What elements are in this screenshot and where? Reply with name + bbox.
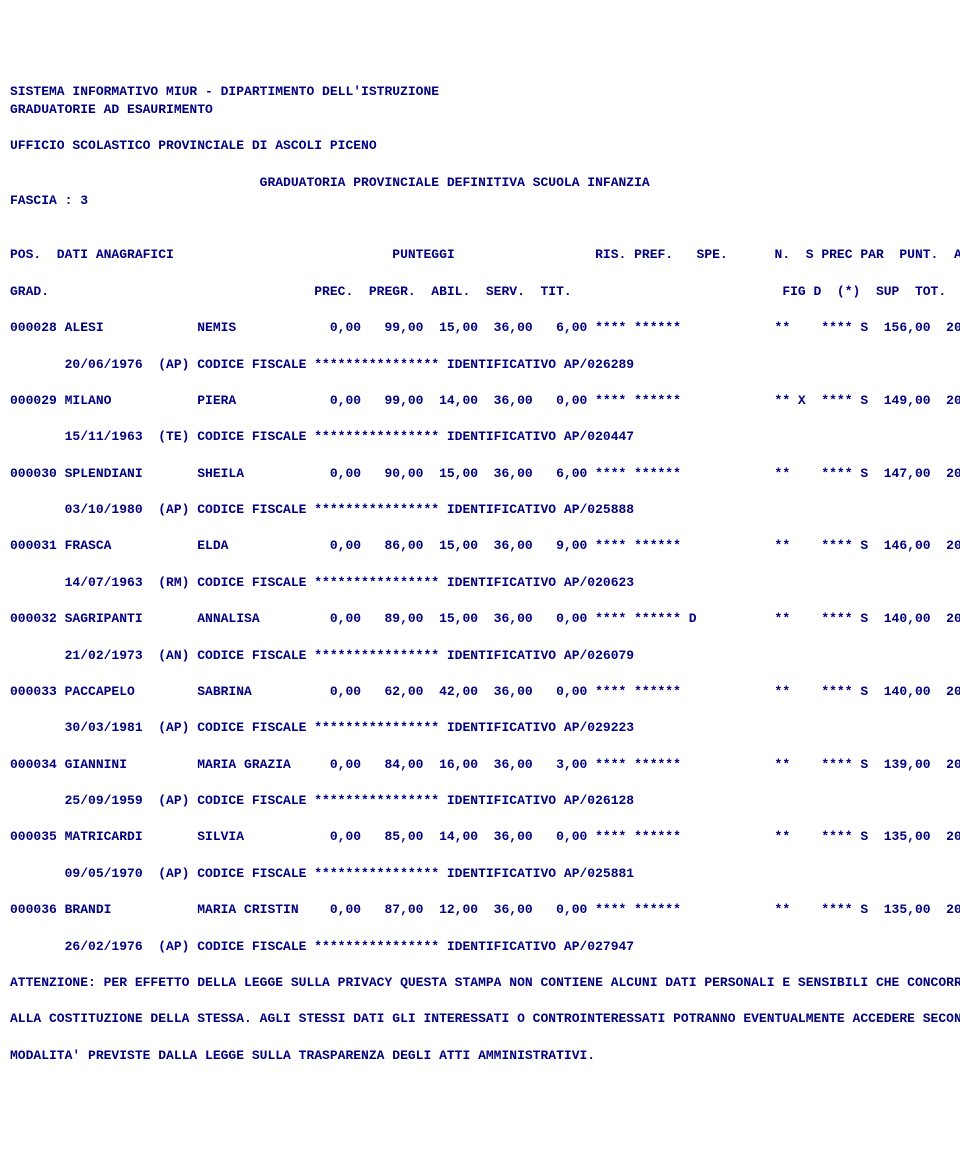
data-row-main: 000036 BRANDI MARIA CRISTIN 0,00 87,00 1… — [10, 901, 950, 919]
footer-line-2: ALLA COSTITUZIONE DELLA STESSA. AGLI STE… — [10, 1010, 950, 1028]
data-row-main: 000032 SAGRIPANTI ANNALISA 0,00 89,00 15… — [10, 610, 950, 628]
fascia-line: FASCIA : 3 — [10, 192, 950, 210]
blank-line — [10, 228, 950, 246]
blank-line — [10, 1029, 950, 1047]
blank-line — [10, 301, 950, 319]
data-row-sub: 30/03/1981 (AP) CODICE FISCALE *********… — [10, 719, 950, 737]
header-line-1: SISTEMA INFORMATIVO MIUR - DIPARTIMENTO … — [10, 83, 950, 101]
blank-line — [10, 156, 950, 174]
blank-line — [10, 483, 950, 501]
data-row-main: 000028 ALESI NEMIS 0,00 99,00 15,00 36,0… — [10, 319, 950, 337]
data-row-sub: 03/10/1980 (AP) CODICE FISCALE *********… — [10, 501, 950, 519]
data-row-main: 000029 MILANO PIERA 0,00 99,00 14,00 36,… — [10, 392, 950, 410]
page-title: GRADUATORIA PROVINCIALE DEFINITIVA SCUOL… — [10, 174, 950, 192]
blank-line — [10, 337, 950, 355]
blank-line — [10, 592, 950, 610]
data-row-main: 000031 FRASCA ELDA 0,00 86,00 15,00 36,0… — [10, 537, 950, 555]
data-row-sub: 20/06/1976 (AP) CODICE FISCALE *********… — [10, 356, 950, 374]
blank-line — [10, 810, 950, 828]
footer-line-1: ATTENZIONE: PER EFFETTO DELLA LEGGE SULL… — [10, 974, 950, 992]
blank-line — [10, 374, 950, 392]
blank-line — [10, 265, 950, 283]
data-row-main: 000034 GIANNINI MARIA GRAZIA 0,00 84,00 … — [10, 756, 950, 774]
footer-line-3: MODALITA' PREVISTE DALLA LEGGE SULLA TRA… — [10, 1047, 950, 1065]
blank-line — [10, 847, 950, 865]
blank-line — [10, 665, 950, 683]
blank-line — [10, 956, 950, 974]
data-row-sub: 25/09/1959 (AP) CODICE FISCALE *********… — [10, 792, 950, 810]
header-line-3: UFFICIO SCOLASTICO PROVINCIALE DI ASCOLI… — [10, 137, 950, 155]
blank-line — [10, 119, 950, 137]
data-row-sub: 09/05/1970 (AP) CODICE FISCALE *********… — [10, 865, 950, 883]
blank-line — [10, 883, 950, 901]
blank-line — [10, 556, 950, 574]
column-header-1: POS. DATI ANAGRAFICI PUNTEGGI RIS. PREF.… — [10, 246, 950, 264]
blank-line — [10, 701, 950, 719]
blank-line — [10, 628, 950, 646]
blank-line — [10, 919, 950, 937]
blank-line — [10, 519, 950, 537]
data-row-sub: 21/02/1973 (AN) CODICE FISCALE *********… — [10, 647, 950, 665]
data-row-sub: 26/02/1976 (AP) CODICE FISCALE *********… — [10, 938, 950, 956]
blank-line — [10, 774, 950, 792]
data-row-main: 000033 PACCAPELO SABRINA 0,00 62,00 42,0… — [10, 683, 950, 701]
data-row-sub: 15/11/1963 (TE) CODICE FISCALE *********… — [10, 428, 950, 446]
blank-line — [10, 410, 950, 428]
data-row-main: 000030 SPLENDIANI SHEILA 0,00 90,00 15,0… — [10, 465, 950, 483]
blank-line — [10, 738, 950, 756]
data-row-main: 000035 MATRICARDI SILVIA 0,00 85,00 14,0… — [10, 828, 950, 846]
document-root: SISTEMA INFORMATIVO MIUR - DIPARTIMENTO … — [10, 83, 950, 1065]
header-line-2: GRADUATORIE AD ESAURIMENTO 24/07/2015 — [10, 101, 950, 119]
blank-line — [10, 210, 950, 228]
blank-line — [10, 447, 950, 465]
column-header-2: GRAD. PREC. PREGR. ABIL. SERV. TIT. FIG … — [10, 283, 950, 301]
data-row-sub: 14/07/1963 (RM) CODICE FISCALE *********… — [10, 574, 950, 592]
blank-line — [10, 992, 950, 1010]
